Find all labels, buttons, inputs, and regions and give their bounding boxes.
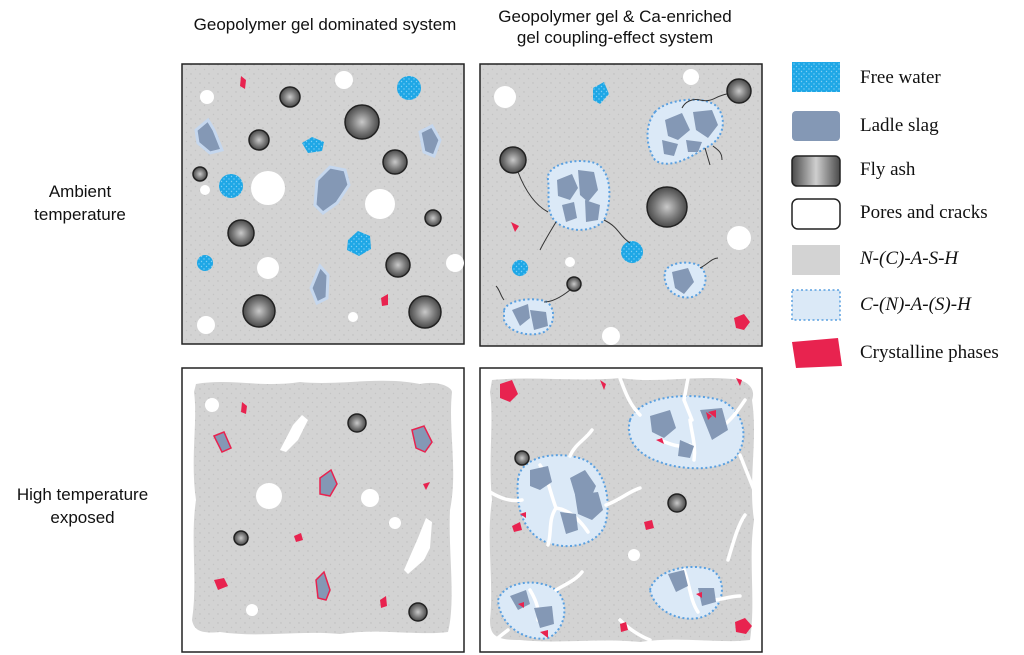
legend-crystalline-swatch [792, 338, 842, 368]
column-header-coupling-line1: Geopolymer gel & Ca-enriched [498, 7, 732, 26]
panel-geopolymer-high-temp [181, 367, 465, 653]
row-label-high-temp-line1: High temperature [16, 485, 149, 504]
crack-lines [495, 93, 728, 303]
pores [628, 549, 640, 561]
pores [197, 71, 464, 334]
legend-ncash-swatch [792, 245, 840, 275]
crystalline-phases [500, 378, 752, 638]
legend-pores-label: Pores and cracks [860, 202, 988, 223]
ladle-slag-particles [194, 117, 442, 306]
legend-cnash-label: C-(N)-A-(S)-H [860, 294, 971, 315]
row-label-ambient-line2: temperature [34, 205, 126, 224]
legend-ncash-label: N-(C)-A-S-H [860, 248, 959, 269]
ladle-slag-particles [510, 408, 728, 628]
pores-and-cracks [205, 398, 432, 616]
legend-pores-swatch [791, 198, 841, 230]
fly-ash-particles [192, 86, 442, 329]
legend-swatches [791, 62, 842, 368]
panel-coupling-high-temp [479, 367, 763, 653]
ladle-slag-particles [212, 425, 433, 601]
pores [494, 69, 751, 345]
fly-ash-particles [499, 78, 752, 292]
legend-crystalline-label: Crystalline phases [860, 342, 999, 363]
legend-ladle-slag-label: Ladle slag [860, 115, 939, 136]
column-header-geopolymer: Geopolymer gel dominated system [193, 15, 457, 34]
crystalline-phases [240, 76, 388, 306]
legend-ladle-slag-swatch [792, 111, 840, 141]
fly-ash-particles [514, 450, 687, 513]
row-label-high-temp-line2: exposed [50, 508, 115, 527]
legend-cnash-swatch [791, 289, 841, 321]
panel-geopolymer-ambient [181, 63, 465, 345]
fly-ash-particles [233, 413, 428, 622]
legend-fly-ash-label: Fly ash [860, 159, 916, 180]
legend-free-water-swatch [792, 62, 840, 92]
panel-coupling-ambient [479, 63, 763, 347]
free-water-drops [197, 76, 421, 271]
crystalline-phases [511, 222, 750, 330]
ladle-slag-particles [512, 110, 718, 330]
free-water-drops [512, 82, 643, 276]
legend-free-water-label: Free water [860, 67, 941, 88]
crystalline-phases [214, 402, 430, 608]
row-label-ambient-line1: Ambient [48, 182, 112, 201]
column-header-coupling-line2: gel coupling-effect system [516, 28, 714, 47]
legend-fly-ash-swatch [791, 155, 841, 187]
